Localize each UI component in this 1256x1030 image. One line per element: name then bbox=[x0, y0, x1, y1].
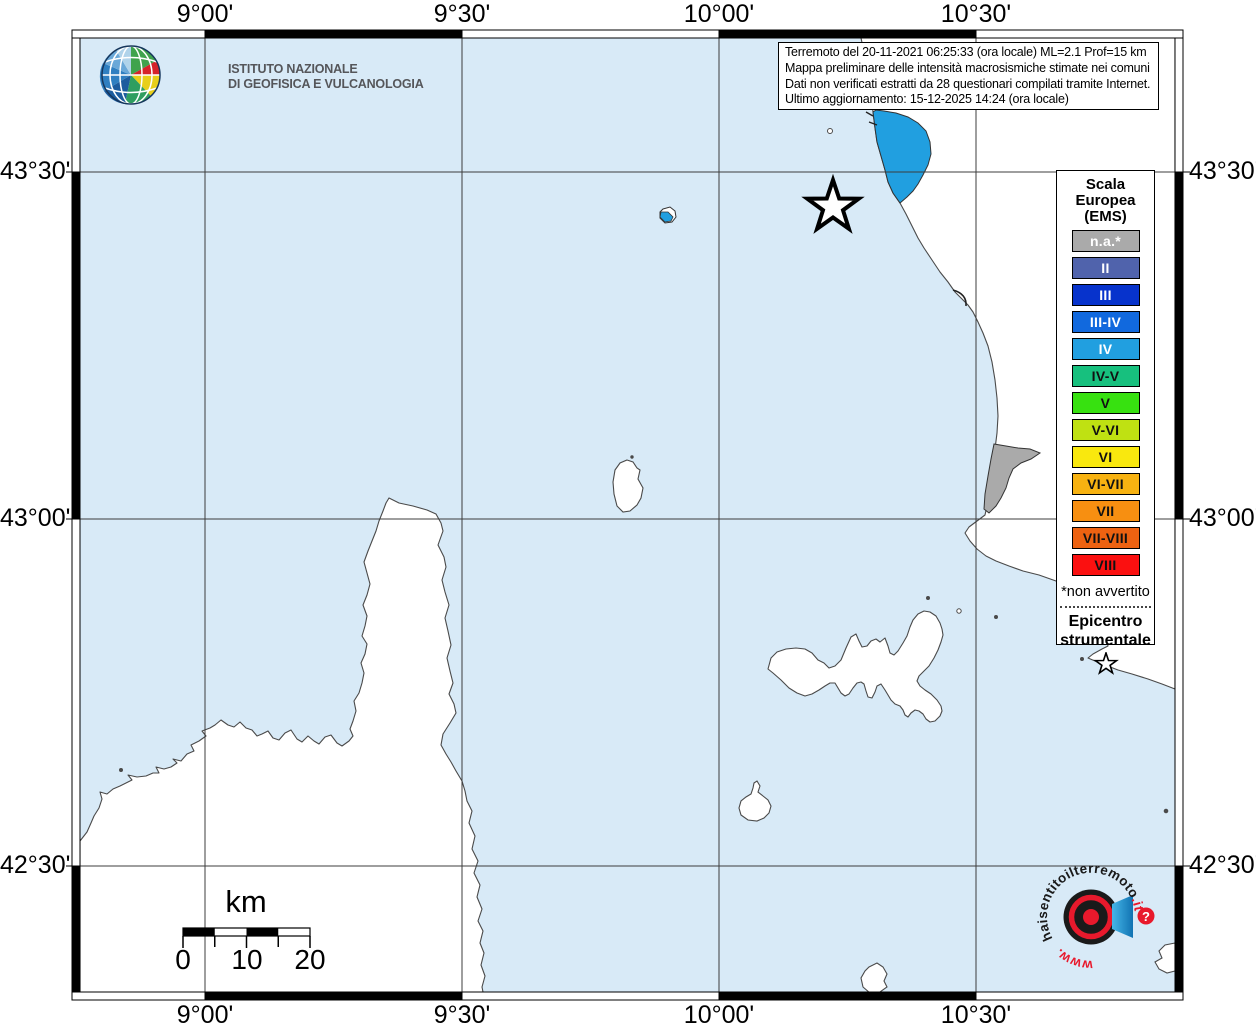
info-line-event: Terremoto del 20-11-2021 06:25:33 (ora l… bbox=[785, 45, 1147, 59]
axis-label-top-2: 9°30' bbox=[433, 0, 491, 28]
axis-label-top-3: 10°00' bbox=[683, 0, 755, 28]
legend-swatch-iv: IV bbox=[1071, 338, 1140, 360]
legend-swatch-iii: III bbox=[1071, 284, 1140, 306]
harbor-breakwater bbox=[952, 289, 967, 307]
legend-swatch-v: V bbox=[1071, 392, 1140, 414]
axis-label-top-4: 10°30' bbox=[940, 0, 1012, 28]
legend-epicenter-line2: strumentale bbox=[1060, 632, 1151, 649]
scalebar-label-20: 20 bbox=[294, 944, 326, 975]
axis-label-top-1: 9°00' bbox=[176, 0, 234, 28]
map-frame bbox=[66, 29, 1190, 1001]
na-region bbox=[983, 443, 1042, 514]
ingv-line1: ISTITUTO NAZIONALE bbox=[228, 62, 358, 76]
ingv-line2: DI GEOFISICA E VULCANOLOGIA bbox=[228, 76, 424, 91]
legend-title-line3: (EMS) bbox=[1084, 208, 1127, 225]
site-logo-arc-tld: .it bbox=[1129, 895, 1147, 913]
graticule bbox=[80, 38, 1175, 992]
small-islets bbox=[119, 128, 1169, 814]
scale-bar bbox=[182, 927, 311, 948]
axis-label-left-1: 43°30' bbox=[0, 156, 71, 185]
pianosa-island bbox=[738, 780, 772, 822]
legend-swatch-iii-iv: III-IV bbox=[1071, 311, 1140, 333]
earthquake-info-box: Terremoto del 20-11-2021 06:25:33 (ora l… bbox=[778, 42, 1159, 110]
legend-title-line1: Scala bbox=[1085, 176, 1126, 193]
axis-label-left-2: 43°00' bbox=[0, 503, 71, 532]
axis-label-right-2: 43°00' bbox=[1189, 503, 1256, 532]
ems-scale-legend: Scala Europea (EMS) n.a.* II III III-IV … bbox=[1056, 170, 1155, 675]
info-line-data: Dati non verificati estratti da 28 quest… bbox=[785, 76, 1151, 91]
axis-label-bottom-1: 9°00' bbox=[176, 1001, 234, 1029]
axis-label-left-3: 42°30' bbox=[0, 850, 71, 879]
legend-footnote: *non avvertito bbox=[1061, 584, 1150, 600]
haisentito-site-logo: ? haisentitoilterremoto.it www. bbox=[1035, 861, 1155, 973]
legend-swatch-vii: VII bbox=[1071, 500, 1140, 522]
info-line-updated: Ultimo aggiornamento: 15-12-2025 14:24 (… bbox=[785, 92, 1069, 107]
axis-label-right-1: 43°30' bbox=[1189, 156, 1256, 185]
megaphone-icon bbox=[1112, 895, 1133, 938]
axis-label-bottom-4: 10°30' bbox=[940, 1001, 1012, 1029]
question-ball-icon bbox=[1137, 907, 1155, 925]
epicenter-star bbox=[801, 173, 865, 234]
legend-epicenter-line1: Epicentro bbox=[1068, 613, 1143, 630]
info-line-map: Mappa preliminare delle intensità macros… bbox=[785, 60, 1150, 75]
legend-swatch-iv-v: IV-V bbox=[1071, 365, 1140, 387]
giglio-island-fragment bbox=[1154, 942, 1176, 974]
legend-divider bbox=[1060, 606, 1151, 608]
axis-label-bottom-3: 10°00' bbox=[683, 1001, 755, 1029]
legend-swatch-vi: VI bbox=[1071, 446, 1140, 468]
scalebar-label-10: 10 bbox=[231, 944, 263, 975]
intensity-iv-region bbox=[872, 109, 932, 204]
scalebar-unit: km bbox=[225, 884, 267, 919]
elba-island bbox=[767, 610, 944, 723]
ingv-globe-icon bbox=[99, 45, 161, 105]
legend-swatch-vi-vii: VI-VII bbox=[1071, 473, 1140, 495]
capraia-island bbox=[612, 459, 644, 513]
ingv-wordmark: ISTITUTO NAZIONALE DI GEOFISICA E VULCAN… bbox=[228, 62, 424, 91]
legend-swatch-na: n.a.* bbox=[1071, 230, 1140, 252]
question-mark: ? bbox=[1142, 909, 1150, 924]
legend-epicenter-star-icon bbox=[1092, 652, 1119, 675]
legend-swatch-v-vi: V-VI bbox=[1071, 419, 1140, 441]
gorgona-intensity-iv bbox=[659, 211, 674, 223]
legend-swatch-ii: II bbox=[1071, 257, 1140, 279]
axis-label-bottom-2: 9°30' bbox=[433, 1001, 491, 1029]
axis-label-right-3: 42°30' bbox=[1189, 850, 1256, 879]
legend-swatch-viii: VIII bbox=[1071, 554, 1140, 576]
river-mouth-detail bbox=[865, 111, 878, 126]
montecristo-island bbox=[860, 962, 888, 994]
scalebar-label-0: 0 bbox=[175, 944, 191, 975]
legend-swatch-vii-viii: VII-VIII bbox=[1071, 527, 1140, 549]
legend-title-line2: Europea bbox=[1075, 192, 1136, 209]
corsica-landmass bbox=[79, 497, 486, 993]
